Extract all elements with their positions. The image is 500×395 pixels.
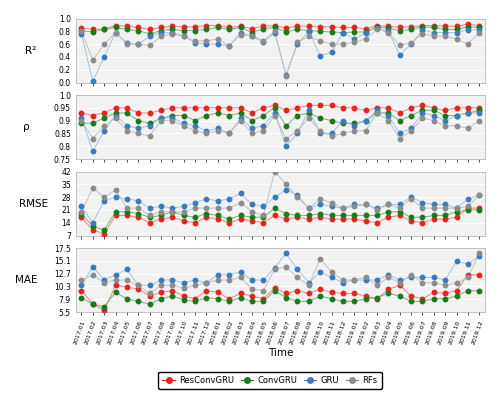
Y-axis label: MAE: MAE <box>15 275 38 285</box>
Y-axis label: ρ: ρ <box>23 122 30 132</box>
Legend: ResConvGRU, ConvGRU, GRU, RFs: ResConvGRU, ConvGRU, GRU, RFs <box>158 372 382 389</box>
Y-axis label: R²: R² <box>26 45 36 56</box>
X-axis label: Time: Time <box>268 348 293 358</box>
Y-axis label: RMSE: RMSE <box>19 199 48 209</box>
